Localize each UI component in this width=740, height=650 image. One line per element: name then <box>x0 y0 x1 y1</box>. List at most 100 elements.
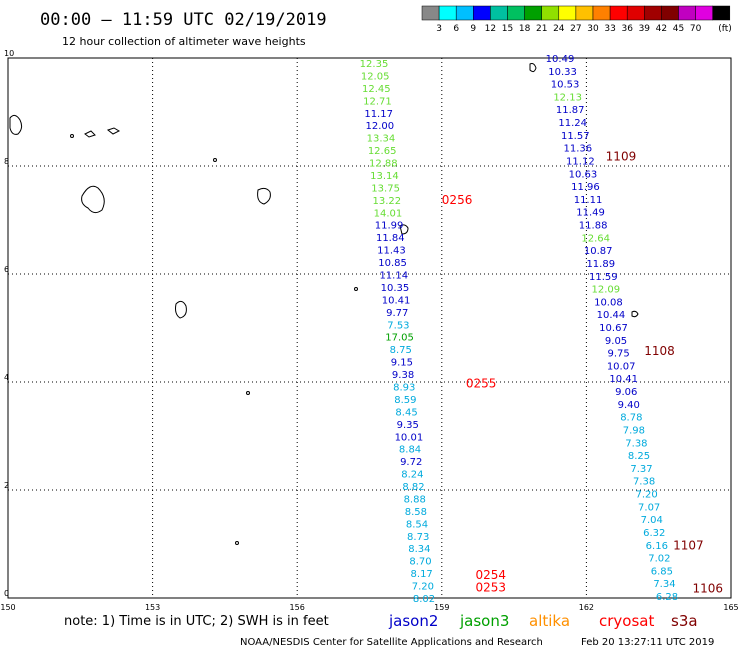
wave-height-value: 9.40 <box>618 400 640 411</box>
wave-height-value: 11.49 <box>576 208 605 219</box>
color-scale-label: 36 <box>621 24 633 34</box>
color-swatch <box>455 5 474 21</box>
wave-height-value: 10.49 <box>546 54 575 65</box>
y-tick-label: 4 <box>4 373 9 382</box>
wave-height-value: 11.11 <box>574 195 603 206</box>
island-outlines <box>9 63 639 545</box>
wave-height-value: 11.57 <box>561 131 590 142</box>
satellite-legend-entry: jason2 <box>388 612 438 630</box>
wave-height-value: 17.05 <box>385 333 414 344</box>
wave-height-value: 10.53 <box>551 80 580 91</box>
wave-height-value: 9.77 <box>386 308 408 319</box>
x-tick-label: 156 <box>290 603 305 612</box>
color-scale-label: 42 <box>656 24 667 34</box>
pass-time-label: 0254 <box>476 568 507 582</box>
wave-height-value: 9.38 <box>392 370 414 381</box>
color-scale-label: 15 <box>502 24 513 34</box>
wave-height-value: 6.85 <box>651 566 673 577</box>
wave-height-value: 11.14 <box>379 271 408 282</box>
credit-line: NOAA/NESDIS Center for Satellite Applica… <box>240 637 543 648</box>
color-swatch <box>678 5 696 21</box>
color-swatch <box>609 5 628 21</box>
wave-height-value: 10.01 <box>395 432 424 443</box>
wave-height-value: 12.35 <box>360 59 389 70</box>
color-swatch <box>421 5 440 21</box>
wave-height-value: 11.96 <box>571 182 600 193</box>
satellite-legend-entry: s3a <box>671 612 698 630</box>
color-swatch <box>661 5 679 21</box>
wave-height-value: 8.25 <box>628 451 650 462</box>
wave-height-value: 11.84 <box>376 233 405 244</box>
wave-height-value: 10.67 <box>599 323 628 334</box>
wave-height-value: 8.88 <box>404 494 426 505</box>
x-tick-label: 150 <box>0 603 15 612</box>
y-tick-label: 8 <box>4 157 9 166</box>
grid-lines <box>8 58 731 598</box>
wave-height-value: 8.75 <box>390 345 412 356</box>
wave-height-value: 11.87 <box>556 105 585 116</box>
color-scale-label: 30 <box>587 24 599 34</box>
wave-height-value: 11.24 <box>558 118 587 129</box>
island-outline <box>9 114 23 135</box>
pass-time-label: 1109 <box>606 150 637 164</box>
wave-height-value: 8.78 <box>620 413 642 424</box>
color-swatch <box>541 5 560 21</box>
island-outline <box>70 134 74 138</box>
island-outline <box>106 127 121 135</box>
wave-height-value: 8.84 <box>399 445 421 456</box>
page-subtitle: 12 hour collection of altimeter wave hei… <box>62 35 306 48</box>
color-swatch <box>644 5 662 21</box>
color-scale-label: 27 <box>570 24 581 34</box>
wave-height-value: 11.12 <box>566 156 595 167</box>
wave-height-value: 9.75 <box>607 349 629 360</box>
wave-height-value: 13.75 <box>371 183 400 194</box>
pass-time-label: 1107 <box>673 538 704 552</box>
wave-height-value: 9.05 <box>605 336 627 347</box>
pass-time-label: 1108 <box>644 344 675 358</box>
wave-height-value: 12.88 <box>369 159 398 170</box>
wave-height-value: 12.45 <box>362 84 391 95</box>
wave-height-value: 8.93 <box>393 382 415 393</box>
wave-height-value: 11.43 <box>377 246 406 257</box>
wave-height-value: 8.70 <box>409 557 431 568</box>
wave-height-value: 10.44 <box>597 310 626 321</box>
wave-height-value: 11.89 <box>586 259 615 270</box>
color-scale-label: 33 <box>604 24 615 34</box>
wave-height-value: 11.99 <box>375 221 404 232</box>
wave-height-value: 7.38 <box>633 477 655 488</box>
color-swatch <box>524 5 542 21</box>
wave-height-value: 11.17 <box>364 109 393 120</box>
color-swatch <box>490 5 508 21</box>
wave-height-value: 12.05 <box>361 71 390 82</box>
wave-height-value: 13.14 <box>370 171 399 182</box>
wave-height-value: 8.73 <box>407 532 429 543</box>
wave-height-value: 7.53 <box>387 320 409 331</box>
y-tick-label: 10 <box>4 49 14 58</box>
axis-tick-labels: 150 153 156 159 162 165 0 2 4 6 8 10 <box>0 49 738 612</box>
satellite-legend-entry: cryosat <box>599 612 654 630</box>
color-scale-unit: (ft) <box>718 24 732 34</box>
pass-time-label: 0253 <box>476 581 507 595</box>
wave-height-value: 13.22 <box>372 196 401 207</box>
wave-height-value: 6.28 <box>656 592 678 603</box>
x-tick-label: 159 <box>434 603 449 612</box>
wave-height-value: 7.02 <box>648 554 670 565</box>
wave-height-value: 12.65 <box>368 146 397 157</box>
island-outline <box>213 158 217 162</box>
island-outline <box>175 300 187 319</box>
island-outline <box>246 391 250 395</box>
island-outline <box>354 287 358 291</box>
x-tick-label: 162 <box>579 603 594 612</box>
color-scale-label: 12 <box>485 24 496 34</box>
color-scale-legend: 3 6 9 12 15 18 21 24 27 30 33 36 39 42 45 70 (ft) <box>421 5 732 34</box>
wave-height-value: 7.07 <box>638 502 660 513</box>
wave-height-value: 10.33 <box>548 67 577 78</box>
pass-time-label: 1106 <box>692 582 723 596</box>
color-swatch <box>626 5 645 21</box>
wave-height-value: 10.08 <box>594 297 623 308</box>
wave-height-value: 7.98 <box>623 425 645 436</box>
wave-height-value: 13.34 <box>367 134 396 145</box>
x-tick-label: 165 <box>723 603 738 612</box>
